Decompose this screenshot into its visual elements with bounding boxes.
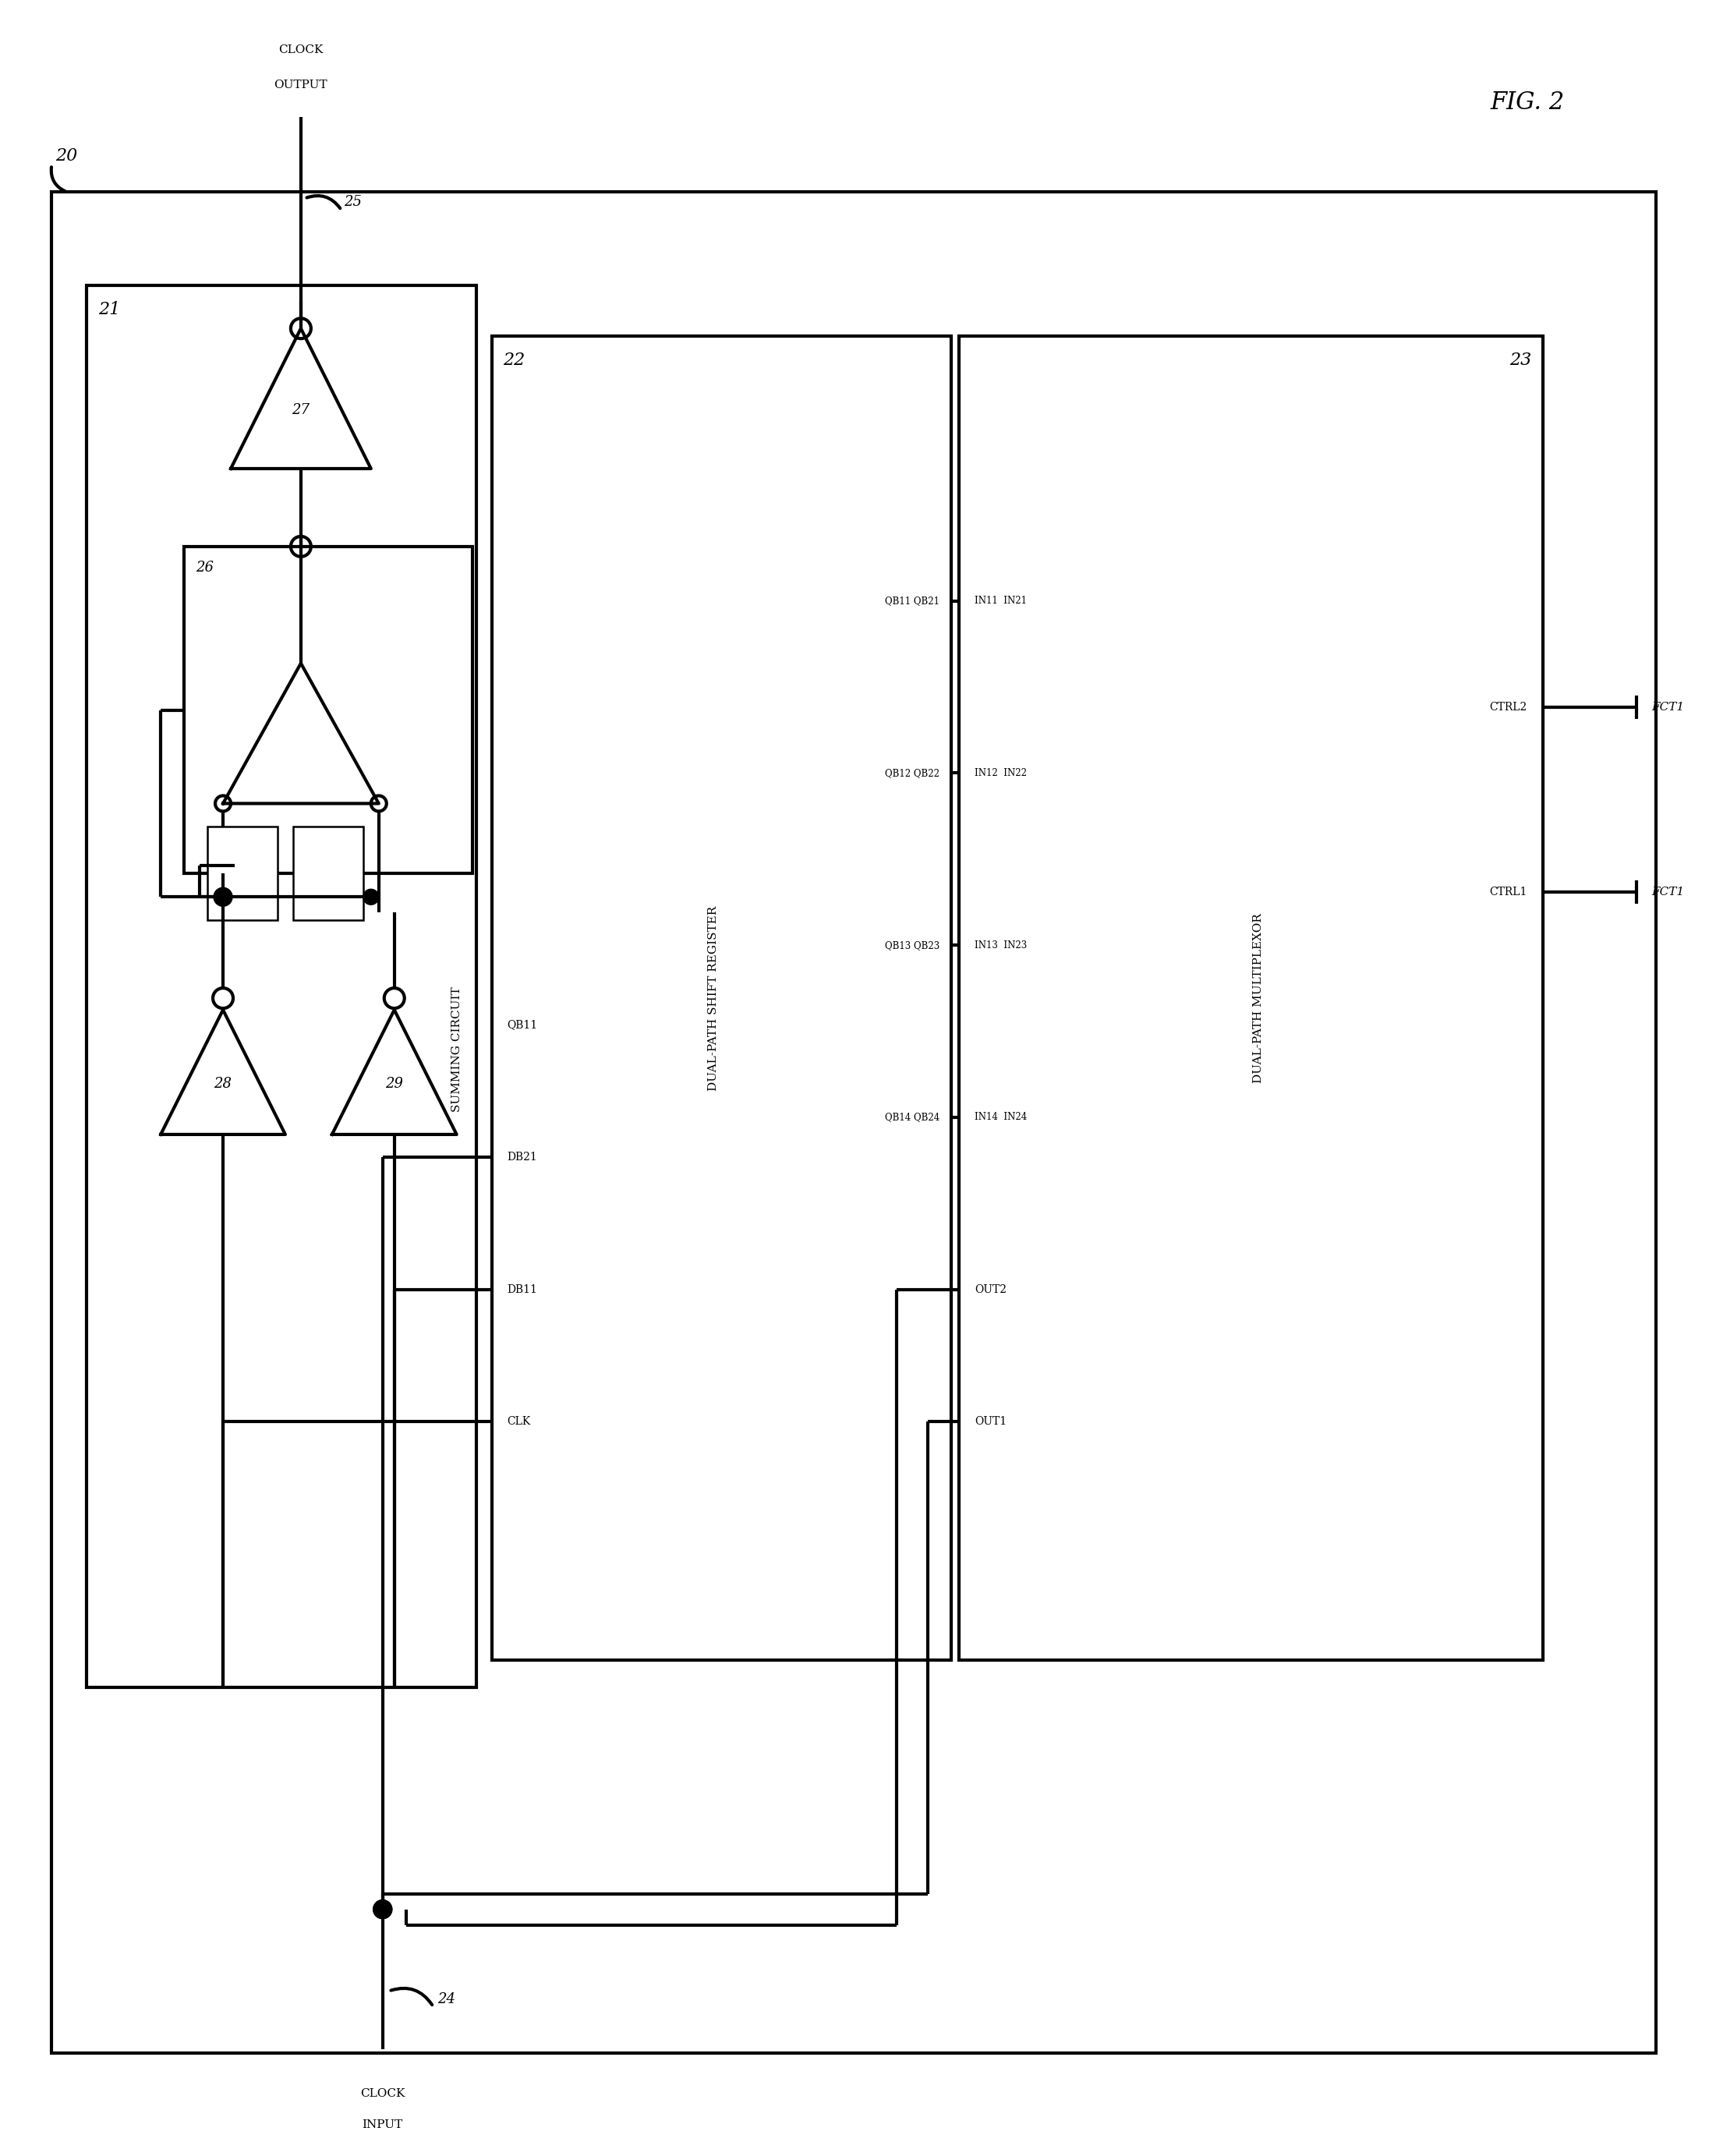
Text: FCT1: FCT1 (1653, 701, 1685, 711)
Text: FIG. 2: FIG. 2 (1490, 91, 1564, 114)
Circle shape (214, 888, 232, 906)
Text: 20: 20 (56, 149, 77, 164)
Text: 23: 23 (1509, 351, 1531, 369)
Bar (292, 828, 362, 921)
Text: 24: 24 (438, 1992, 455, 2005)
Text: FCT1: FCT1 (1653, 886, 1685, 897)
Text: INPUT: INPUT (362, 2119, 403, 2130)
Text: IN11  IN21: IN11 IN21 (974, 595, 1027, 606)
Text: DUAL-PATH MULTIPLEXOR: DUAL-PATH MULTIPLEXOR (1253, 914, 1265, 1082)
Circle shape (362, 888, 379, 906)
Text: QB11: QB11 (508, 1020, 538, 1031)
Text: 25: 25 (344, 196, 362, 209)
Text: QB13 QB23: QB13 QB23 (885, 940, 940, 951)
Text: DB11: DB11 (508, 1285, 538, 1296)
Text: QB12 QB22: QB12 QB22 (885, 768, 940, 778)
Text: 26: 26 (197, 561, 214, 573)
Bar (185, 545, 472, 873)
Text: DUAL-PATH SHIFT REGISTER: DUAL-PATH SHIFT REGISTER (708, 906, 719, 1091)
Text: QB14 QB24: QB14 QB24 (885, 1112, 940, 1123)
Text: DB21: DB21 (508, 1151, 537, 1162)
Bar (207, 828, 277, 921)
Text: IN14  IN24: IN14 IN24 (974, 1112, 1027, 1123)
Bar (492, 336, 950, 1660)
Text: 22: 22 (504, 351, 525, 369)
Bar (959, 336, 1543, 1660)
Text: 29: 29 (385, 1076, 403, 1091)
Text: IN13  IN23: IN13 IN23 (974, 940, 1027, 951)
Text: SUMMING CIRCUIT: SUMMING CIRCUIT (451, 987, 461, 1112)
Text: CTRL2: CTRL2 (1490, 701, 1528, 711)
Text: IN12  IN22: IN12 IN22 (974, 768, 1027, 778)
Text: OUT2: OUT2 (974, 1285, 1007, 1296)
Text: 21: 21 (99, 302, 120, 319)
Text: 28: 28 (214, 1076, 232, 1091)
Text: OUTPUT: OUTPUT (273, 80, 328, 91)
Circle shape (373, 1899, 391, 1919)
Circle shape (373, 1899, 391, 1919)
Text: 27: 27 (292, 403, 309, 418)
Bar (51, 192, 1656, 2053)
Text: OUT1: OUT1 (974, 1416, 1007, 1427)
Text: CLK: CLK (508, 1416, 531, 1427)
Text: CTRL1: CTRL1 (1490, 886, 1528, 897)
Text: CLOCK: CLOCK (361, 2089, 405, 2100)
Text: QB11 QB21: QB11 QB21 (885, 595, 940, 606)
Bar (87, 285, 477, 1688)
Text: CLOCK: CLOCK (279, 43, 323, 56)
